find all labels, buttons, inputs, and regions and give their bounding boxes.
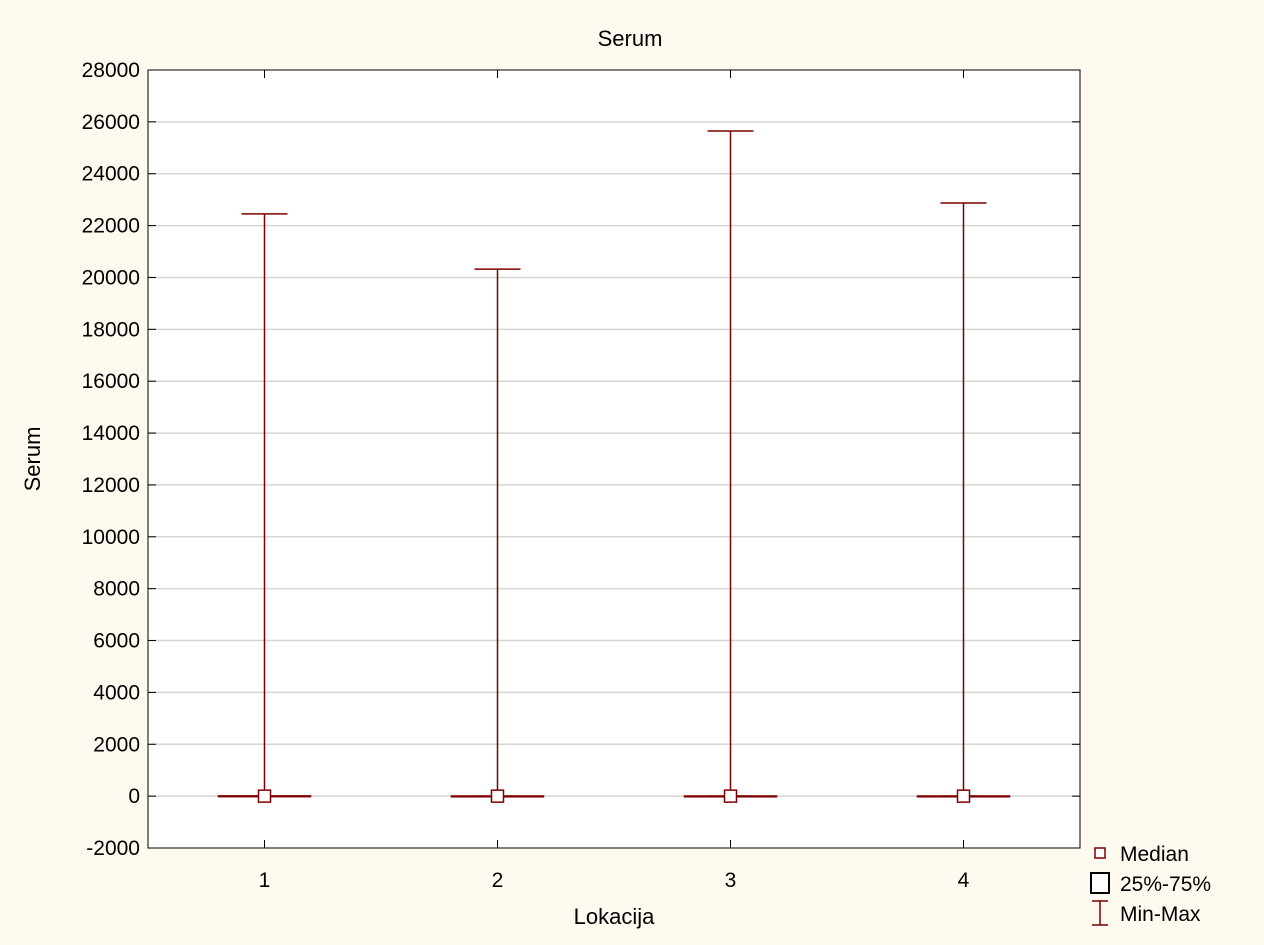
y-axis-label: Serum — [20, 427, 45, 492]
median-marker — [257, 789, 272, 803]
plot-frame — [147, 69, 1081, 849]
y-tick-label: 28000 — [82, 59, 140, 82]
y-tick-label: 18000 — [82, 318, 140, 341]
y-tick-label: 24000 — [82, 163, 140, 186]
y-tick-label: 14000 — [82, 422, 140, 445]
box-group-1 — [217, 213, 312, 803]
y-tick-label: 10000 — [82, 526, 140, 549]
y-tick-label: 4000 — [93, 681, 140, 704]
x-axis-label: Lokacija — [574, 904, 655, 929]
x-axis: 1 2 3 4 — [259, 70, 970, 892]
y-tick-label: 12000 — [82, 474, 140, 497]
legend-label: Median — [1120, 843, 1189, 866]
legend-item: 25%-75% — [1090, 872, 1211, 896]
x-tick-label: 3 — [725, 869, 737, 892]
legend-label: Min-Max — [1120, 903, 1201, 926]
box-icon — [1090, 872, 1110, 894]
boxes-layer — [217, 130, 1011, 803]
box-group-2 — [450, 268, 545, 803]
y-axis: -2000 0 2000 4000 6000 8000 10000 12000 14000 160… — [82, 59, 1080, 860]
y-tick-label: 8000 — [93, 578, 140, 601]
legend-item: Median — [1094, 843, 1189, 866]
y-tick-label: 6000 — [93, 630, 140, 653]
legend-label: 25%-75% — [1120, 873, 1211, 896]
x-tick-label: 4 — [958, 869, 970, 892]
grid-lines — [148, 121, 1080, 797]
box-group-4 — [916, 202, 1011, 803]
chart-title: Serum — [598, 26, 663, 51]
x-tick-label: 1 — [259, 869, 271, 892]
y-tick-label: 22000 — [82, 215, 140, 238]
x-tick-label: 2 — [492, 869, 504, 892]
y-tick-label: 16000 — [82, 370, 140, 393]
plot-background — [148, 70, 1080, 848]
small-square-icon — [1094, 847, 1106, 859]
y-tick-label: -2000 — [86, 837, 140, 860]
y-tick-label: 2000 — [93, 733, 140, 756]
box-group-3 — [683, 130, 778, 803]
median-marker — [956, 789, 971, 803]
y-tick-label: 20000 — [82, 266, 140, 289]
whisker-icon — [1092, 900, 1108, 926]
median-marker — [723, 789, 738, 803]
y-tick-label: 0 — [128, 785, 140, 808]
legend-item: Min-Max — [1092, 900, 1201, 926]
y-tick-label: 26000 — [82, 111, 140, 134]
median-marker — [490, 789, 505, 803]
legend: Median 25%-75% Min-Max — [1090, 843, 1211, 926]
